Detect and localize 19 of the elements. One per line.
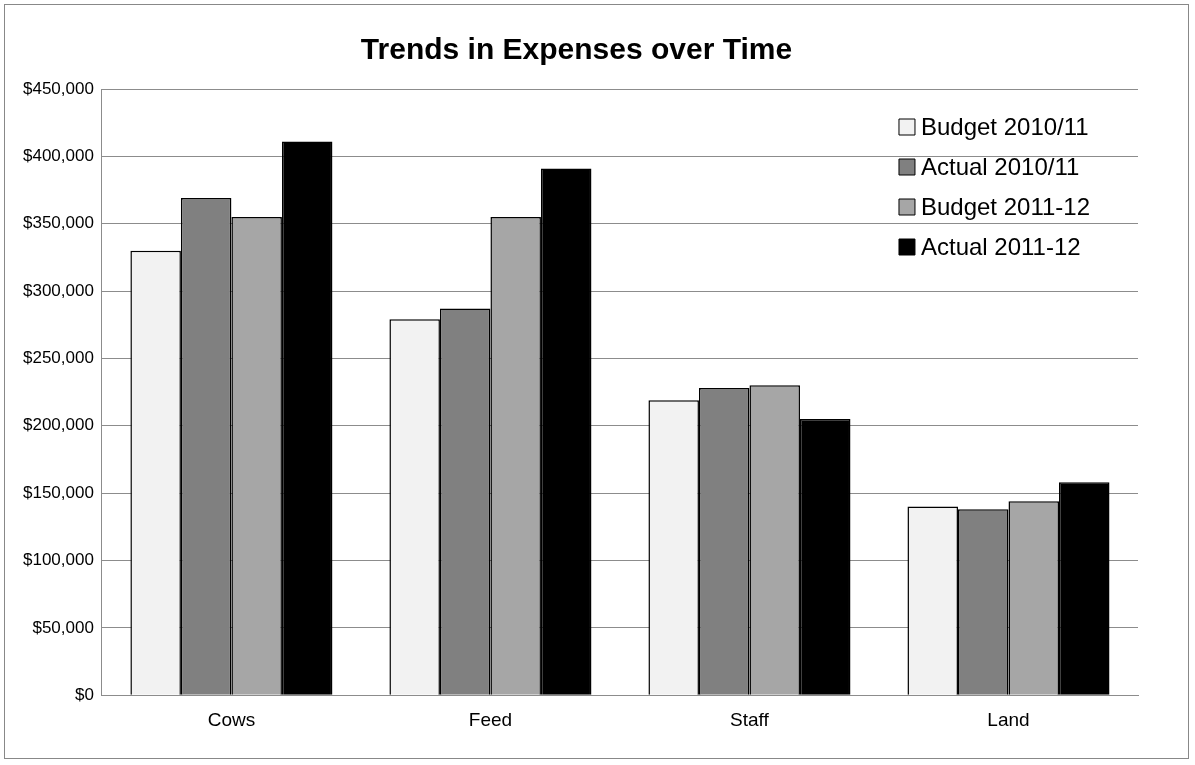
chart-title: Trends in Expenses over Time [360, 32, 793, 66]
y-tick-label: $250,000 [23, 348, 94, 368]
y-tick-label: $350,000 [23, 213, 94, 233]
y-tick-label: $400,000 [23, 146, 94, 166]
y-tick-label: $200,000 [23, 415, 94, 435]
x-tick-label: Land [987, 708, 1030, 730]
y-tick-label: $300,000 [23, 280, 94, 300]
legend-label: Actual 2011-12 [920, 232, 1081, 260]
legend-label: Actual 2010/11 [920, 152, 1080, 180]
x-tick-label: Staff [730, 708, 770, 730]
x-tick-label: Cows [207, 708, 256, 730]
x-tick-label: Feed [468, 708, 513, 730]
legend-label: Budget 2010/11 [920, 112, 1089, 140]
y-tick-label: $150,000 [23, 482, 94, 502]
y-tick-label: $450,000 [23, 78, 94, 98]
y-tick-label: $0 [74, 684, 94, 704]
legend-label: Budget 2011-12 [920, 192, 1090, 220]
y-tick-label: $50,000 [32, 617, 94, 637]
y-tick-label: $100,000 [23, 550, 94, 570]
